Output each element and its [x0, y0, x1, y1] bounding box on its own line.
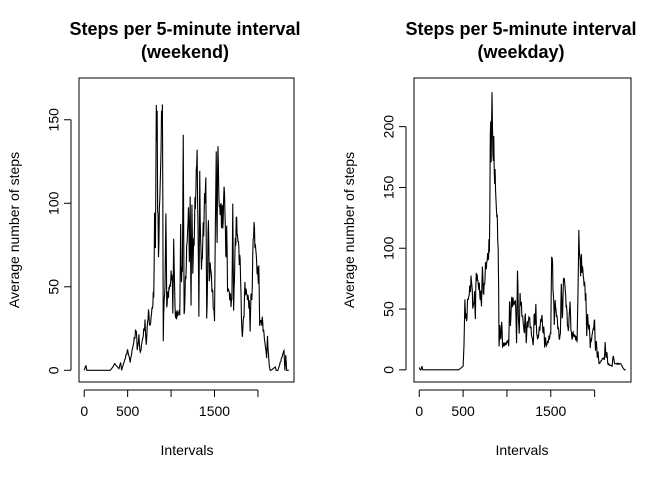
weekday-x-tick-label: 500 [451, 403, 475, 419]
weekend-y-axis-label: Average number of steps [6, 152, 22, 308]
weekday-x-tick-label: 0 [415, 403, 423, 419]
weekday-x-ticks: 0 500 1500 [415, 389, 596, 419]
weekday-steps-series-line [418, 92, 626, 371]
weekend-chart-panel: Steps per 5-minute interval (weekend) In… [6, 19, 301, 458]
weekday-y-tick-label: 0 [381, 366, 397, 374]
weekday-x-tick-label: 1500 [535, 403, 566, 419]
weekend-x-ticks: 0 500 1500 [80, 389, 259, 419]
weekend-chart-title-line2: (weekend) [141, 42, 229, 62]
weekday-chart-panel: Steps per 5-minute interval (weekday) In… [341, 19, 637, 458]
weekend-x-tick-label: 1500 [199, 403, 230, 419]
weekday-y-ticks: 0 50 100 150 200 [381, 115, 407, 374]
weekday-plot-frame [413, 77, 632, 383]
weekday-chart-title-line1: Steps per 5-minute interval [405, 19, 636, 39]
weekend-y-tick-label: 150 [46, 108, 62, 132]
weekend-plot-frame [78, 77, 295, 383]
weekend-y-ticks: 0 50 100 150 [46, 108, 72, 374]
weekend-x-axis-label: Intervals [161, 442, 214, 458]
weekend-y-tick-label: 100 [46, 191, 62, 215]
weekday-x-axis-label: Intervals [496, 442, 549, 458]
weekday-y-tick-label: 200 [381, 115, 397, 139]
weekend-y-tick-label: 0 [46, 366, 62, 374]
weekend-x-tick-label: 0 [80, 403, 88, 419]
weekend-chart-title-line1: Steps per 5-minute interval [69, 19, 300, 39]
weekday-y-tick-label: 50 [381, 301, 397, 317]
weekday-y-tick-label: 150 [381, 176, 397, 200]
weekday-y-axis-label: Average number of steps [341, 152, 357, 308]
weekday-chart-title-line2: (weekday) [477, 42, 564, 62]
weekend-y-tick-label: 50 [46, 279, 62, 295]
weekday-y-tick-label: 100 [381, 236, 397, 260]
weekend-x-tick-label: 500 [116, 403, 140, 419]
weekend-steps-series-line [83, 104, 289, 371]
